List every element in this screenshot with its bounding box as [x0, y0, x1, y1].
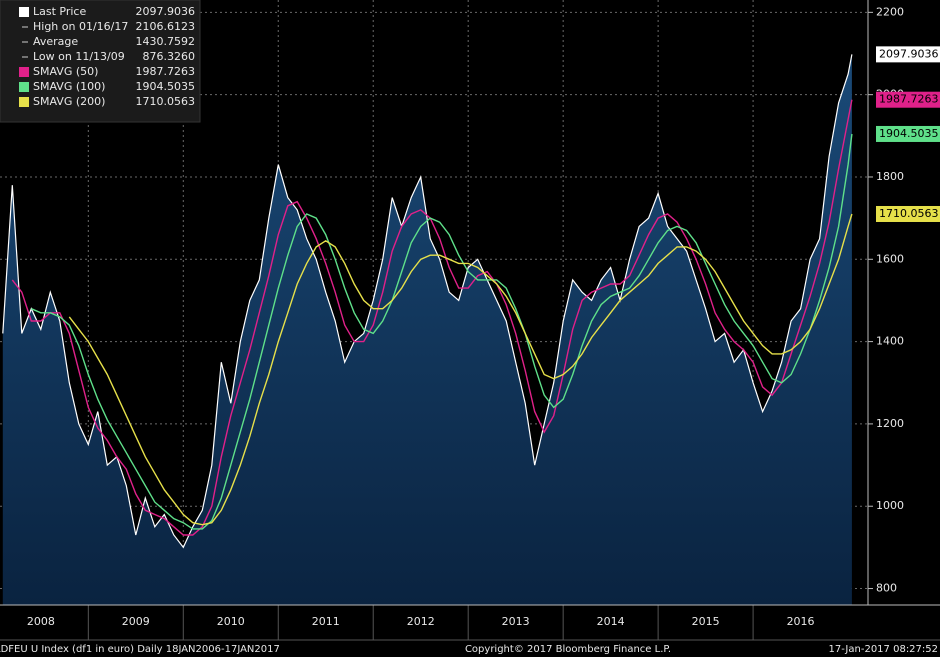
y-tick-label: 1800 — [876, 170, 904, 183]
legend-box — [0, 0, 201, 123]
legend-swatch — [19, 82, 29, 92]
y-tick-label: 1000 — [876, 499, 904, 512]
price-area — [2, 54, 852, 605]
legend-label: Low on 11/13/09 — [33, 50, 125, 63]
legend-label: SMAVG (100) — [33, 80, 105, 93]
footer-right: 17-Jan-2017 08:27:52 — [829, 644, 938, 655]
legend-label: Last Price — [33, 5, 86, 18]
x-tick-label: 2016 — [787, 615, 815, 628]
legend-value: 2097.9036 — [136, 5, 196, 18]
legend-label: Average — [33, 35, 78, 48]
legend-label: SMAVG (200) — [33, 95, 105, 108]
value-tag — [876, 125, 940, 142]
value-tag-label: 1904.5035 — [879, 127, 939, 140]
value-tag — [876, 46, 940, 63]
y-tick-label: 1400 — [876, 335, 904, 348]
legend-swatch — [19, 7, 29, 17]
legend-value: 1710.0563 — [136, 95, 196, 108]
footer-left: LDFEU U Index (df1 in euro) Daily 18JAN2… — [0, 644, 280, 655]
legend-swatch — [19, 97, 29, 107]
y-tick-label: 1600 — [876, 252, 904, 265]
y-tick-label: 2200 — [876, 5, 904, 18]
value-tag — [876, 91, 940, 108]
series-line — [11, 99, 853, 536]
y-tick-label: 800 — [876, 582, 897, 595]
x-tick-label: 2015 — [692, 615, 720, 628]
legend-value: 1430.7592 — [136, 35, 196, 48]
x-tick-label: 2010 — [217, 615, 245, 628]
series-line — [31, 133, 853, 530]
series-line — [68, 213, 853, 526]
value-tag-label: 2097.9036 — [879, 47, 939, 60]
legend-value: 1904.5035 — [136, 80, 196, 93]
footer-center: Copyright© 2017 Bloomberg Finance L.P. — [465, 644, 671, 655]
x-tick-label: 2011 — [312, 615, 340, 628]
value-tag-label: 1987.7263 — [879, 93, 939, 106]
x-tick-label: 2014 — [597, 615, 625, 628]
legend-label: SMAVG (50) — [33, 65, 98, 78]
legend-value: 876.3260 — [143, 50, 196, 63]
series-line — [2, 54, 853, 549]
y-tick-label: 1200 — [876, 417, 904, 430]
legend-swatch — [19, 67, 29, 77]
value-tag-label: 1710.0563 — [879, 207, 939, 220]
x-tick-label: 2009 — [122, 615, 150, 628]
x-tick-label: 2008 — [27, 615, 55, 628]
x-tick-label: 2012 — [407, 615, 435, 628]
legend-value: 1987.7263 — [136, 65, 196, 78]
legend-label: High on 01/16/17 — [33, 20, 128, 33]
x-tick-label: 2013 — [502, 615, 530, 628]
legend-value: 2106.6123 — [136, 20, 196, 33]
value-tag — [876, 205, 940, 222]
